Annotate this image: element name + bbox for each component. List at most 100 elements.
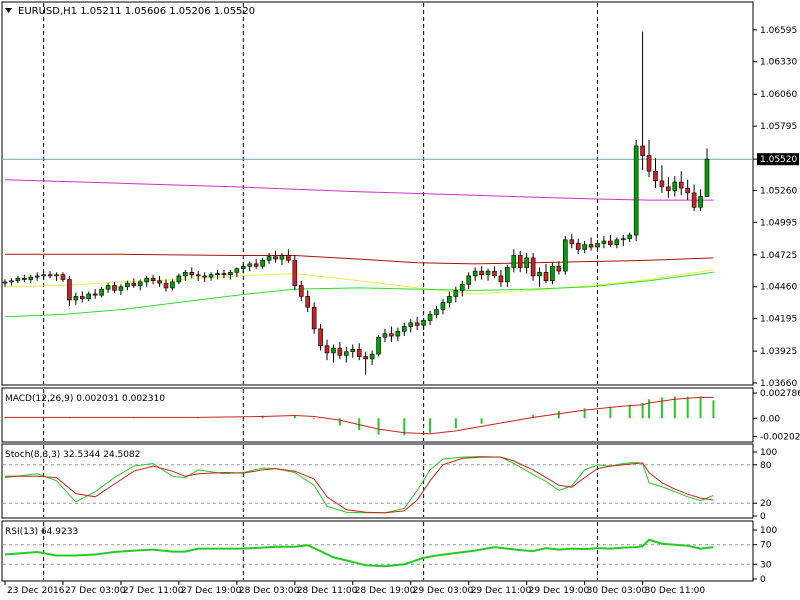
candle-body-bull bbox=[382, 333, 388, 338]
candle-body-bear bbox=[324, 345, 330, 354]
candle-body-bull bbox=[260, 259, 265, 267]
candle-body-bear bbox=[492, 270, 497, 277]
y-tick-label: 0.002786 bbox=[760, 389, 800, 399]
candle-body-bull bbox=[440, 302, 446, 310]
candle-body-bull bbox=[595, 243, 600, 248]
candle-body-bull bbox=[240, 265, 246, 269]
candle-body-bull bbox=[402, 326, 407, 332]
candle-body-bear bbox=[163, 282, 169, 289]
candle-body-bear bbox=[253, 263, 259, 267]
candle-body-bear bbox=[202, 275, 207, 278]
y-tick-label: 0 bbox=[760, 512, 766, 522]
candle-body-bear bbox=[311, 306, 317, 330]
chart-title: EURUSD,H1 1.05211 1.05606 1.05206 1.0552… bbox=[18, 6, 255, 17]
candle-body-bull bbox=[505, 267, 510, 283]
candle-body-bull bbox=[118, 286, 124, 291]
stochastic-panel-frame bbox=[1, 443, 754, 519]
candle-body-bull bbox=[331, 347, 336, 354]
candle-body-bear bbox=[337, 347, 343, 356]
candle-body-bear bbox=[131, 282, 137, 286]
candle-body-bull bbox=[698, 196, 703, 208]
candle-body-bear bbox=[150, 278, 156, 282]
x-tick-label: 27 Dec 19:00 bbox=[181, 586, 242, 596]
candle-body-bear bbox=[22, 278, 27, 280]
x-tick-label: 28 Dec 19:00 bbox=[355, 586, 416, 596]
candle-body-bull bbox=[672, 181, 678, 191]
candle-body-bull bbox=[376, 336, 381, 355]
candle-body-bull bbox=[73, 296, 79, 301]
candles bbox=[2, 31, 710, 375]
x-tick-label: 23 Dec 2016 bbox=[7, 586, 65, 596]
candle-body-bear bbox=[479, 270, 484, 276]
candle-body-bear bbox=[646, 155, 652, 172]
price-panel-frame bbox=[1, 1, 754, 386]
candle-body-bull bbox=[215, 273, 220, 276]
candle-body-bear bbox=[517, 255, 523, 268]
x-tick-label: 29 Dec 19:00 bbox=[529, 586, 590, 596]
candle-body-bull bbox=[633, 145, 639, 236]
candle-body-bear bbox=[79, 296, 85, 300]
rsi-panel-frame bbox=[1, 520, 754, 582]
y-tick-label: 1.06595 bbox=[760, 26, 797, 36]
candle-body-bull bbox=[421, 320, 426, 326]
time-axis: 23 Dec 2016 27 Dec 03:0027 Dec 11:0027 De… bbox=[4, 581, 705, 596]
rsi-panel: 100 70 30 0 RSI(13) 64.9233 bbox=[1, 520, 777, 585]
candle-body-bear bbox=[67, 279, 72, 301]
candle-body-bull bbox=[537, 272, 542, 277]
candle-body-bull bbox=[99, 288, 104, 296]
candle-body-bull bbox=[170, 281, 175, 289]
ma-line-red bbox=[5, 253, 714, 265]
stochastic-signal-line bbox=[5, 456, 714, 514]
candle-body-bear bbox=[47, 274, 53, 277]
rsi-line bbox=[4, 538, 714, 568]
stochastic-panel: 100 80 20 0 Stoch(8,3,3) 32.5344 24.5082 bbox=[1, 443, 777, 522]
candle-body-bull bbox=[620, 238, 626, 241]
candle-body-bull bbox=[266, 256, 272, 261]
candle-body-bull bbox=[105, 285, 111, 290]
candle-body-bear bbox=[666, 186, 671, 191]
candle-body-bull bbox=[54, 274, 59, 277]
macd-label: MACD(12,26,9) 0.002031 0.002310 bbox=[5, 394, 165, 404]
macd-signal-line bbox=[5, 396, 714, 435]
candle-body-bear bbox=[273, 256, 278, 260]
candle-body-bull bbox=[247, 263, 253, 267]
candle-body-bear bbox=[659, 180, 665, 188]
candle-body-bull bbox=[459, 284, 465, 291]
y-tick-label: 0.00 bbox=[760, 414, 780, 424]
candle-body-bear bbox=[530, 257, 536, 277]
candle-body-bear bbox=[608, 240, 613, 245]
candle-body-bull bbox=[395, 330, 401, 337]
candle-body-bull bbox=[447, 296, 452, 303]
moving-average-lines bbox=[4, 179, 714, 318]
candle-body-bear bbox=[189, 272, 195, 276]
y-tick-label: 1.05795 bbox=[760, 122, 797, 132]
candle-body-bear bbox=[498, 275, 504, 283]
candle-body-bear bbox=[318, 328, 323, 346]
macd-period-separators bbox=[43, 389, 599, 441]
y-tick-label: 1.04725 bbox=[760, 251, 797, 261]
current-price-tag-label: 1.05520 bbox=[760, 155, 797, 165]
candle-body-bull bbox=[369, 353, 375, 360]
y-tick-label: 1.04995 bbox=[760, 218, 797, 228]
price-panel: 1.06595 1.06330 1.06060 1.05795 1.05520 1.052… bbox=[1, 1, 799, 389]
x-tick-label: 29 Dec 03:00 bbox=[413, 586, 474, 596]
candle-body-bull bbox=[601, 240, 607, 244]
y-tick-label: 100 bbox=[760, 526, 777, 536]
candle-body-bull bbox=[2, 281, 8, 284]
candle-body-bull bbox=[524, 257, 529, 268]
y-tick-label: 80 bbox=[760, 461, 772, 471]
candle-body-bull bbox=[485, 270, 491, 276]
candle-body-bear bbox=[363, 356, 368, 360]
candle-body-bull bbox=[511, 255, 517, 268]
dropdown-triangle-icon[interactable] bbox=[5, 8, 12, 13]
candle-body-bull bbox=[86, 293, 92, 300]
candle-body-bull bbox=[279, 255, 285, 260]
candle-body-bear bbox=[556, 265, 562, 272]
y-tick-label: 1.03925 bbox=[760, 347, 797, 357]
candle-body-bull bbox=[550, 265, 555, 282]
candle-body-bull bbox=[228, 272, 233, 276]
candle-body-bear bbox=[221, 273, 227, 276]
rsi-y-axis: 100 70 30 0 bbox=[753, 526, 777, 585]
candle-body-bull bbox=[434, 309, 439, 315]
